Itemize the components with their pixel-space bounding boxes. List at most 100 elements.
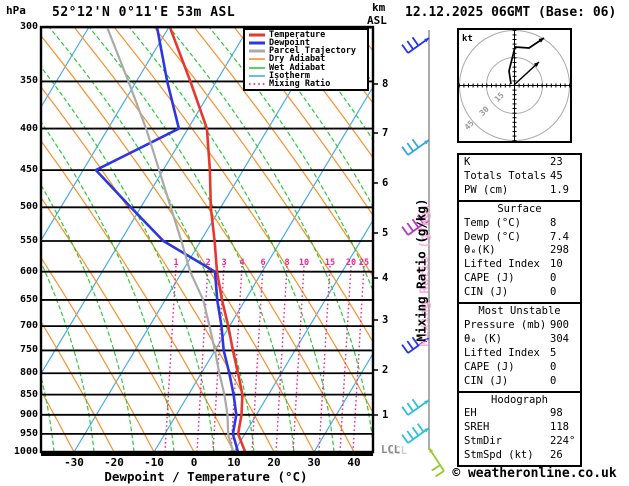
panel-row-value: 26 (550, 449, 563, 462)
panel-row-value: 0 (550, 360, 557, 373)
wind-barb (401, 423, 430, 444)
isotherm-line (233, 219, 373, 452)
pressure-label: 850 (19, 388, 38, 400)
panel-row-label: StmDir (464, 435, 502, 448)
panel-row-label: Lifted Index (464, 258, 540, 271)
panel-row-label: θₑ (K) (464, 332, 502, 345)
wind-barb (401, 215, 430, 236)
panel-row-value: 10 (550, 258, 563, 271)
isotherm-line (73, 27, 330, 452)
plot-border (39, 25, 375, 454)
legend-item-label: Mixing Ratio (269, 78, 331, 89)
hodograph-ring-label: 45 (463, 119, 476, 132)
hodograph-unit-label: kt (462, 34, 473, 44)
panel-section: Surface Temp (°C) 8 Dewp (°C) 7.4 θₑ(K) 298 Lif… (457, 199, 582, 305)
pressure-label: 650 (19, 293, 38, 305)
panel-row: CAPE (J) 0 (459, 361, 580, 375)
panel-section: K 23 Totals Totals 45 PW (cm) 1.9 (457, 153, 582, 202)
dry-adiabat-line (41, 256, 155, 452)
altitude-axis-unit-asl: ASL (367, 14, 387, 27)
mixing-ratio-line (251, 265, 264, 452)
panel-row-value: 0 (550, 374, 557, 387)
pressure-label: 550 (19, 234, 38, 246)
wet-adiabat-line (128, 27, 335, 452)
legend-line-sample (249, 83, 265, 85)
wet-adiabat-line (41, 261, 95, 452)
datetime-title: 12.12.2025 06GMT (Base: 06) (405, 5, 617, 20)
dry-adiabat-line (41, 320, 115, 452)
wet-adiabat-line (41, 121, 175, 452)
panel-row: SREH 118 (459, 421, 580, 435)
panel-row-label: SREH (464, 421, 490, 434)
legend-line-sample (249, 66, 265, 69)
mixing-ratio-line (164, 265, 177, 452)
temp-label: 0 (190, 456, 198, 469)
isotherm-line (41, 27, 250, 375)
pressure-axis-unit: hPa (6, 4, 26, 17)
panel-section: Most Unstable Pressure (mb) 900 θₑ (K) 304 Li… (457, 302, 582, 393)
panel-section-title: Hodograph (491, 393, 548, 406)
km-label: 1 (382, 409, 389, 421)
panel-row-label: CAPE (J) (464, 360, 515, 373)
legend: Temperature Dewpoint Parcel Trajectory Dry … (243, 28, 369, 91)
isotherm-line (41, 27, 90, 109)
legend-item-label: Temperature (269, 30, 326, 41)
panel-row: K 23 (459, 156, 580, 170)
legend-item-label: Isotherm (269, 70, 310, 81)
temp-label: 20 (267, 456, 281, 469)
hodograph-ring-label: 15 (493, 91, 506, 104)
legend-item-label: Parcel Trajectory (269, 46, 356, 57)
panel-row-value: 8 (550, 216, 557, 229)
wet-adiabat-line (48, 27, 255, 452)
mixing-ratio-line (230, 265, 243, 452)
panel-row-label: StmSpd (kt) (464, 449, 534, 462)
temp-label: 40 (347, 456, 361, 469)
dry-adiabat-line (41, 34, 315, 452)
panel-row-value: 298 (550, 244, 569, 257)
legend-item: Dry Adiabat (245, 54, 367, 65)
km-label: 3 (382, 314, 389, 326)
series-temperature (168, 27, 247, 452)
copyright: © weatheronline.co.uk (452, 466, 617, 481)
panel-row-value: 900 (550, 318, 569, 331)
km-label: 4 (382, 272, 389, 284)
km-label: 6 (382, 177, 389, 189)
mixing-ratio-label: 4 (239, 258, 244, 268)
mixing-ratio-axis-title: Mixing Ratio (g/kg) (413, 198, 429, 342)
km-label: 5 (382, 227, 389, 239)
storm-motion-vector (513, 61, 540, 86)
panel-row-value: 23 (550, 156, 563, 168)
temp-label: 10 (227, 456, 241, 469)
series-parcel (105, 27, 235, 452)
mixing-ratio-label: 2 (205, 258, 210, 268)
panel-row: Lifted Index 5 (459, 347, 580, 361)
legend-item-label: Dry Adiabat (269, 54, 326, 65)
panel-row-label: CIN (J) (464, 374, 509, 387)
panel-row-label: CIN (J) (464, 286, 509, 299)
panel-row-value: 7.4 (550, 230, 569, 243)
legend-line-sample (249, 74, 265, 77)
mixing-ratio-label: 10 (299, 258, 309, 268)
legend-item: Isotherm (245, 72, 367, 80)
hodograph: 15 30 45 kt (457, 28, 572, 143)
panel-section: Hodograph EH 98 SREH 118 StmDir 224° StmSpd (kt… (457, 390, 582, 468)
panel-row: θₑ (K) 304 (459, 333, 580, 347)
mixing-ratio-line (339, 265, 352, 452)
panel-row: EH 98 (459, 407, 580, 421)
station-title: 52°12'N 0°11'E 53m ASL (52, 5, 236, 20)
wind-barb (401, 138, 430, 156)
temp-label: -30 (64, 456, 84, 469)
mixing-ratio-label: 15 (325, 258, 335, 268)
legend-item: Parcel Trajectory (245, 46, 367, 57)
wet-adiabat-line (168, 27, 373, 449)
pressure-label: 750 (19, 344, 38, 356)
panel-row-value: 0 (550, 272, 557, 285)
wet-adiabat-line (41, 184, 135, 452)
panel-row: Totals Totals 45 (459, 170, 580, 184)
mixing-ratio-label: 3 (221, 258, 226, 268)
panel-row-label: Totals Totals (464, 169, 547, 182)
wet-adiabat-line (88, 27, 295, 452)
panel-row-value: 0 (550, 286, 557, 299)
wet-adiabat-line (41, 66, 215, 452)
